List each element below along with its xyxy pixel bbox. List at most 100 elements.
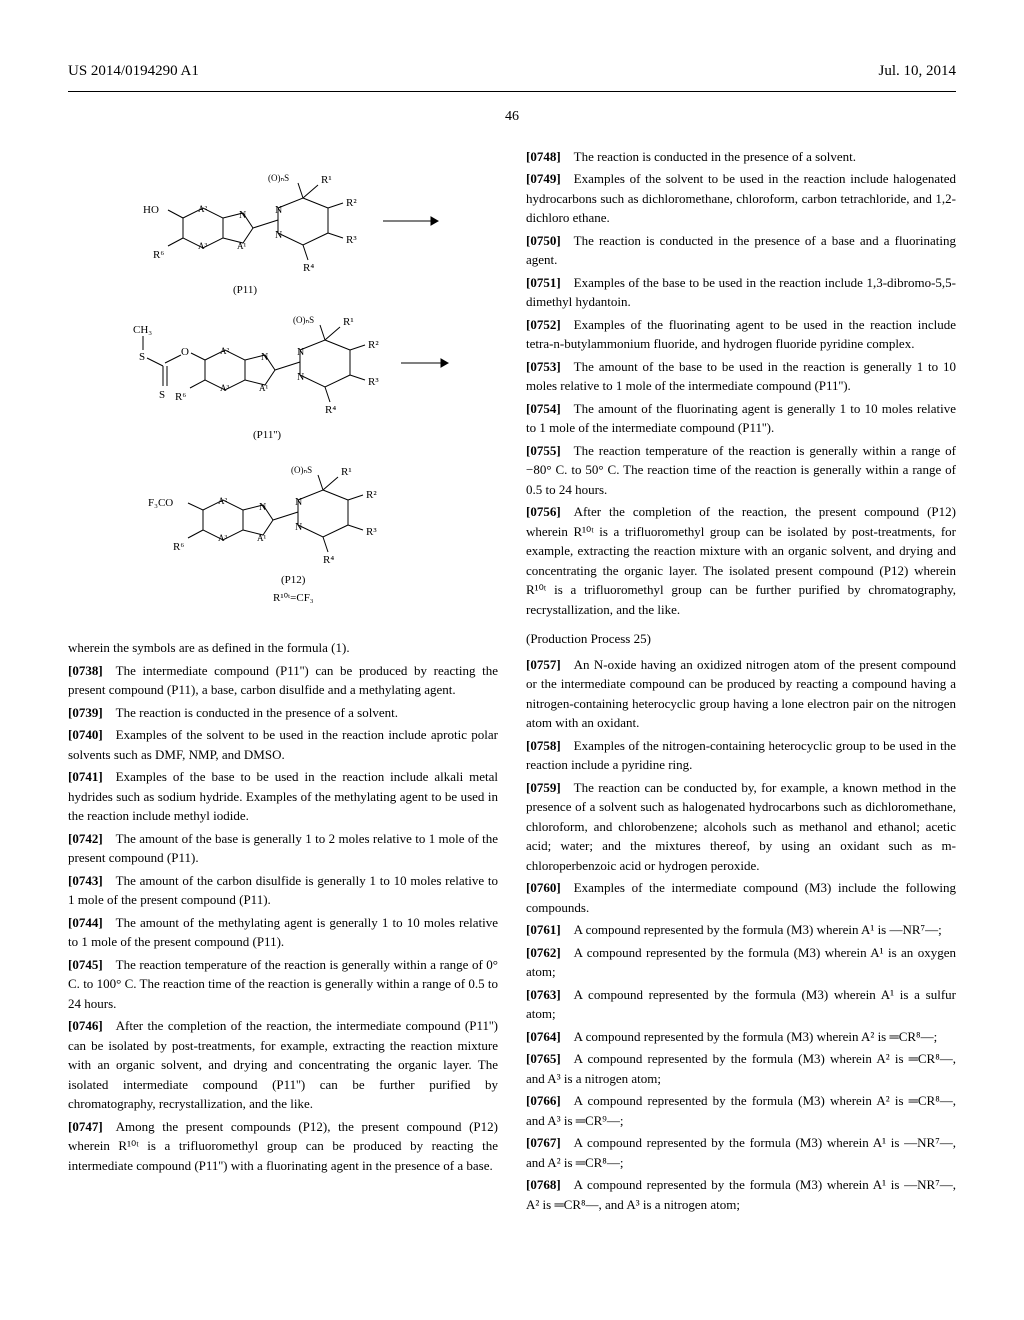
paragraph-text: Examples of the solvent to be used in th…	[526, 171, 956, 225]
paragraph-number: [0755]	[526, 441, 561, 461]
paragraph: [0739] The reaction is conducted in the …	[68, 703, 498, 723]
svg-text:A¹: A¹	[237, 241, 246, 251]
paragraph-text: After the completion of the reaction, th…	[526, 504, 956, 617]
paragraph-number: [0764]	[526, 1027, 561, 1047]
paragraph: [0750] The reaction is conducted in the …	[526, 231, 956, 270]
paragraph: [0759] The reaction can be conducted by,…	[526, 778, 956, 876]
paragraph: [0763] A compound represented by the for…	[526, 985, 956, 1024]
paragraph-text: The reaction can be conducted by, for ex…	[526, 780, 956, 873]
paragraph-text: The reaction is conducted in the presenc…	[574, 149, 856, 164]
svg-text:(P12): (P12)	[281, 574, 306, 586]
svg-text:A²: A²	[198, 204, 207, 214]
paragraph: [0743] The amount of the carbon disulfid…	[68, 871, 498, 910]
header-left: US 2014/0194290 A1	[68, 60, 199, 83]
svg-text:A²: A²	[218, 496, 227, 506]
paragraph: [0764] A compound represented by the for…	[526, 1027, 956, 1047]
svg-text:R⁶: R⁶	[175, 391, 186, 403]
paragraph: [0745] The reaction temperature of the r…	[68, 955, 498, 1014]
paragraph-text: A compound represented by the formula (M…	[526, 945, 956, 980]
paragraph-text: Examples of the intermediate compound (M…	[526, 880, 956, 915]
svg-text:A²: A²	[220, 346, 229, 356]
svg-text:R³: R³	[368, 376, 379, 388]
paragraph-number: [0761]	[526, 920, 561, 940]
paragraph-number: [0743]	[68, 871, 103, 891]
paragraph: [0744] The amount of the methylating age…	[68, 913, 498, 952]
left-column-text: wherein the symbols are as defined in th…	[68, 638, 498, 1175]
svg-text:R⁴: R⁴	[303, 262, 314, 274]
paragraph-number: [0741]	[68, 767, 103, 787]
paragraph-text: After the completion of the reaction, th…	[68, 1018, 498, 1111]
paragraph: [0751] Examples of the base to be used i…	[526, 273, 956, 312]
paragraph-number: [0756]	[526, 502, 561, 522]
paragraph: [0741] Examples of the base to be used i…	[68, 767, 498, 826]
paragraph-text: The reaction temperature of the reaction…	[526, 443, 956, 497]
paragraph-text: Examples of the nitrogen-containing hete…	[526, 738, 956, 773]
paragraph: [0738] The intermediate compound (P11'')…	[68, 661, 498, 700]
paragraph: [0761] A compound represented by the for…	[526, 920, 956, 940]
svg-text:(O)ₙS: (O)ₙS	[268, 173, 289, 183]
paragraph-number: [0766]	[526, 1091, 561, 1111]
paragraph-number: [0739]	[68, 703, 103, 723]
paragraph-number: [0757]	[526, 655, 561, 675]
paragraph: [0767] A compound represented by the for…	[526, 1133, 956, 1172]
paragraph: [0766] A compound represented by the for…	[526, 1091, 956, 1130]
paragraph-number: [0760]	[526, 878, 561, 898]
paragraph: [0762] A compound represented by the for…	[526, 943, 956, 982]
svg-text:R¹: R¹	[343, 316, 354, 328]
paragraph-number: [0740]	[68, 725, 103, 745]
section-heading: (Production Process 25)	[526, 629, 956, 649]
paragraph: [0746] After the completion of the react…	[68, 1016, 498, 1114]
paragraph: wherein the symbols are as defined in th…	[68, 638, 498, 658]
paragraph-number: [0758]	[526, 736, 561, 756]
svg-text:F₃CO: F₃CO	[148, 497, 173, 509]
svg-text:N: N	[295, 522, 302, 533]
paragraph-text: The reaction is conducted in the presenc…	[526, 233, 956, 268]
paragraph-text: wherein the symbols are as defined in th…	[68, 640, 350, 655]
content-columns: HO R⁶ A² A³ A¹ N N N (O)ₙS R¹ R² R³ R⁴ (…	[68, 147, 956, 1218]
paragraph-text: The intermediate compound (P11'') can be…	[68, 663, 498, 698]
paragraph: [0755] The reaction temperature of the r…	[526, 441, 956, 500]
paragraph: [0740] Examples of the solvent to be use…	[68, 725, 498, 764]
paragraph: [0742] The amount of the base is general…	[68, 829, 498, 868]
paragraph-number: [0745]	[68, 955, 103, 975]
svg-text:O: O	[181, 346, 189, 358]
svg-text:CH₃: CH₃	[133, 324, 152, 336]
paragraph-number: [0750]	[526, 231, 561, 251]
paragraph-text: A compound represented by the formula (M…	[526, 1093, 956, 1128]
paragraph: [0754] The amount of the fluorinating ag…	[526, 399, 956, 438]
paragraph-text: A compound represented by the formula (M…	[574, 1029, 938, 1044]
svg-text:S: S	[139, 351, 145, 363]
paragraph: [0748] The reaction is conducted in the …	[526, 147, 956, 167]
paragraph-text: A compound represented by the formula (M…	[526, 1051, 956, 1086]
svg-text:R⁴: R⁴	[323, 554, 334, 566]
paragraph-number: [0744]	[68, 913, 103, 933]
svg-text:A¹: A¹	[259, 383, 268, 393]
paragraph-text: The amount of the methylating agent is g…	[68, 915, 498, 950]
svg-text:R²: R²	[346, 197, 357, 209]
paragraph-number: [0747]	[68, 1117, 103, 1137]
paragraph-text: Among the present compounds (P12), the p…	[68, 1119, 498, 1173]
paragraph-number: [0754]	[526, 399, 561, 419]
paragraph-number: [0763]	[526, 985, 561, 1005]
svg-text:R²: R²	[368, 339, 379, 351]
paragraph-text: An N-oxide having an oxidized nitrogen a…	[526, 657, 956, 731]
paragraph: [0760] Examples of the intermediate comp…	[526, 878, 956, 917]
paragraph: [0757] An N-oxide having an oxidized nit…	[526, 655, 956, 733]
page-number: 46	[68, 106, 956, 127]
svg-text:R⁶: R⁶	[153, 249, 164, 261]
svg-text:A³: A³	[218, 533, 227, 543]
paragraph-number: [0767]	[526, 1133, 561, 1153]
paragraph: [0765] A compound represented by the for…	[526, 1049, 956, 1088]
paragraph: [0756] After the completion of the react…	[526, 502, 956, 619]
paragraph-number: [0749]	[526, 169, 561, 189]
paragraph-number: [0738]	[68, 661, 103, 681]
paragraph-text: Examples of the base to be used in the r…	[68, 769, 498, 823]
paragraph-text: A compound represented by the formula (M…	[574, 922, 942, 937]
svg-text:N: N	[275, 205, 282, 216]
paragraph-number: [0751]	[526, 273, 561, 293]
paragraph: [0768] A compound represented by the for…	[526, 1175, 956, 1214]
paragraph-text: A compound represented by the formula (M…	[526, 1135, 956, 1170]
paragraph-number: [0752]	[526, 315, 561, 335]
paragraph-text: The reaction temperature of the reaction…	[68, 957, 498, 1011]
paragraph-number: [0742]	[68, 829, 103, 849]
